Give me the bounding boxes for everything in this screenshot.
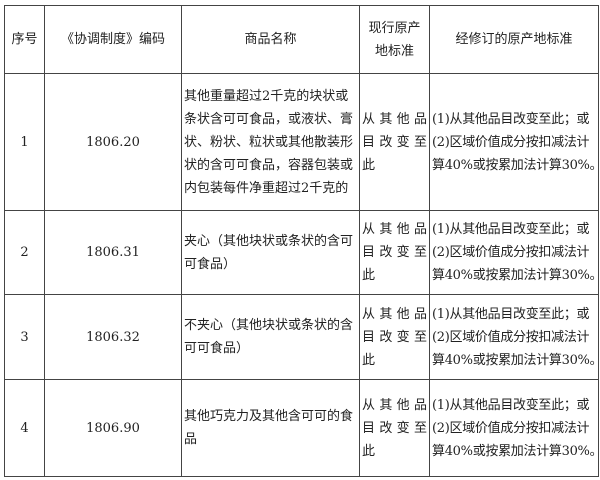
- revised-standard-cell-line: (1)从其他品目改变至此；或: [432, 306, 590, 322]
- current-standard-cell: 从 其 他 品目 改 变 至此: [359, 294, 430, 380]
- seq-cell: 2: [4, 210, 45, 295]
- revised-standard-cell-line: (2)区域价值成分按扣减法计: [432, 329, 590, 345]
- current-standard-cell-line: 目 改 变 至: [362, 329, 427, 345]
- name-cell-line: 状、粉状、粒状或其他散装形: [184, 134, 354, 150]
- revised-standard-cell-line: 算40%或按累加法计算30%。: [432, 352, 600, 368]
- current-standard-cell-line: 目 改 变 至: [362, 420, 427, 436]
- revised-standard-cell: (1)从其他品目改变至此；或 (2)区域价值成分按扣减法计 算40%或按累加法计算3…: [429, 294, 600, 380]
- seq-cell: 1: [4, 73, 45, 211]
- current-standard-cell: 从 其 他 品目 改 变 至此: [359, 379, 430, 477]
- revised-standard-cell-line: 算40%或按累加法计算30%。: [432, 157, 600, 173]
- revised-standard-cell-line: (1)从其他品目改变至此；或: [432, 222, 590, 237]
- name-cell: 其他巧克力及其他含可可的食品: [181, 379, 360, 477]
- current-standard-cell-line: 此: [362, 268, 376, 283]
- current-standard-cell-line: 目 改 变 至: [362, 245, 427, 260]
- table-row: 4 1806.90 其他巧克力及其他含可可的食品从 其 他 品目 改 变 至此 (1)…: [4, 379, 600, 477]
- name-cell-line: 品: [184, 432, 198, 447]
- code-cell: 1806.32: [44, 294, 182, 380]
- revised-standard-cell-line: (2)区域价值成分按扣减法计: [432, 420, 590, 436]
- header-current-line: 地标准: [374, 43, 414, 59]
- header-code: 《协调制度》编码: [44, 5, 182, 74]
- name-cell-line: 条状含可可食品，或液状、膏: [184, 111, 354, 127]
- current-standard-cell-line: 从 其 他 品: [362, 397, 427, 413]
- origin-standard-table: 序号 《协调制度》编码 商品名称 现行原产 地标准 经修订的原产地标准 1 180…: [4, 5, 600, 477]
- table-row: 1 1806.20 其他重量超过2千克的块状或 条状含可可食品，或液状、膏 状、粉状、粒…: [4, 73, 600, 211]
- revised-standard-cell-line: 算40%或按累加法计算30%。: [432, 443, 600, 459]
- seq-cell: 3: [4, 294, 45, 380]
- current-standard-cell: 从 其 他 品目 改 变 至此: [359, 210, 430, 295]
- current-standard-cell-line: 从 其 他 品: [362, 306, 427, 322]
- name-cell-line: 不夹心（其他块状或条状的含: [184, 318, 354, 333]
- code-cell: 1806.31: [44, 210, 182, 295]
- table-row: 2 1806.31 夹心（其他块状或条状的含可 可食品）从 其 他 品目 改 变 至此…: [4, 210, 600, 295]
- header-revised: 经修订的原产地标准: [429, 5, 599, 74]
- header-row: 序号 《协调制度》编码 商品名称 现行原产 地标准 经修订的原产地标准: [4, 5, 599, 74]
- current-standard-cell-line: 此: [362, 443, 376, 459]
- current-standard-cell-line: 目 改 变 至: [362, 134, 427, 150]
- name-cell-line: 其他重量超过2千克的块状或: [184, 88, 349, 104]
- name-cell-line: 可食品）: [184, 256, 237, 272]
- revised-standard-cell-line: (1)从其他品目改变至此；或: [432, 397, 590, 413]
- name-cell-line: 可可食品）: [184, 341, 250, 356]
- revised-standard-cell: (1)从其他品目改变至此；或 (2)区域价值成分按扣减法计 算40%或按累加法计算3…: [429, 73, 600, 211]
- name-cell-line: 状的含可可食品，容器包装或: [184, 157, 354, 173]
- name-cell: 其他重量超过2千克的块状或 条状含可可食品，或液状、膏 状、粉状、粒状或其他散装形状…: [181, 73, 360, 211]
- header-name: 商品名称: [181, 5, 360, 74]
- name-cell-line: 内包装每件净重超过2千克的: [184, 180, 349, 196]
- revised-standard-cell: (1)从其他品目改变至此；或 (2)区域价值成分按扣减法计 算40%或按累加法计算3…: [429, 379, 600, 477]
- table-row: 3 1806.32 不夹心（其他块状或条状的含 可可食品）从 其 他 品目 改 变 至…: [4, 294, 600, 380]
- revised-standard-cell-line: 算40%或按累加法计算30%。: [432, 268, 600, 283]
- revised-standard-cell-line: (1)从其他品目改变至此；或: [432, 111, 590, 127]
- revised-standard-cell-line: (2)区域价值成分按扣减法计: [432, 134, 590, 150]
- current-standard-cell-line: 从 其 他 品: [362, 111, 427, 127]
- code-cell: 1806.90: [44, 379, 182, 477]
- current-standard-cell-line: 从 其 他 品: [362, 222, 427, 237]
- header-current-line: 现行原产: [368, 20, 421, 36]
- name-cell-line: 夹心（其他块状或条状的含可: [184, 233, 354, 249]
- header-current: 现行原产 地标准: [359, 5, 430, 74]
- name-cell: 不夹心（其他块状或条状的含 可可食品）: [181, 294, 360, 380]
- header-seq: 序号: [4, 5, 45, 74]
- revised-standard-cell: (1)从其他品目改变至此；或 (2)区域价值成分按扣减法计 算40%或按累加法计算3…: [429, 210, 600, 295]
- code-cell: 1806.20: [44, 73, 182, 211]
- current-standard-cell-line: 此: [362, 352, 376, 368]
- name-cell: 夹心（其他块状或条状的含可 可食品）: [181, 210, 360, 295]
- revised-standard-cell-line: (2)区域价值成分按扣减法计: [432, 245, 590, 260]
- current-standard-cell-line: 此: [362, 157, 376, 173]
- seq-cell: 4: [4, 379, 45, 477]
- name-cell-line: 其他巧克力及其他含可可的食: [184, 409, 354, 424]
- current-standard-cell: 从 其 他 品目 改 变 至此: [359, 73, 430, 211]
